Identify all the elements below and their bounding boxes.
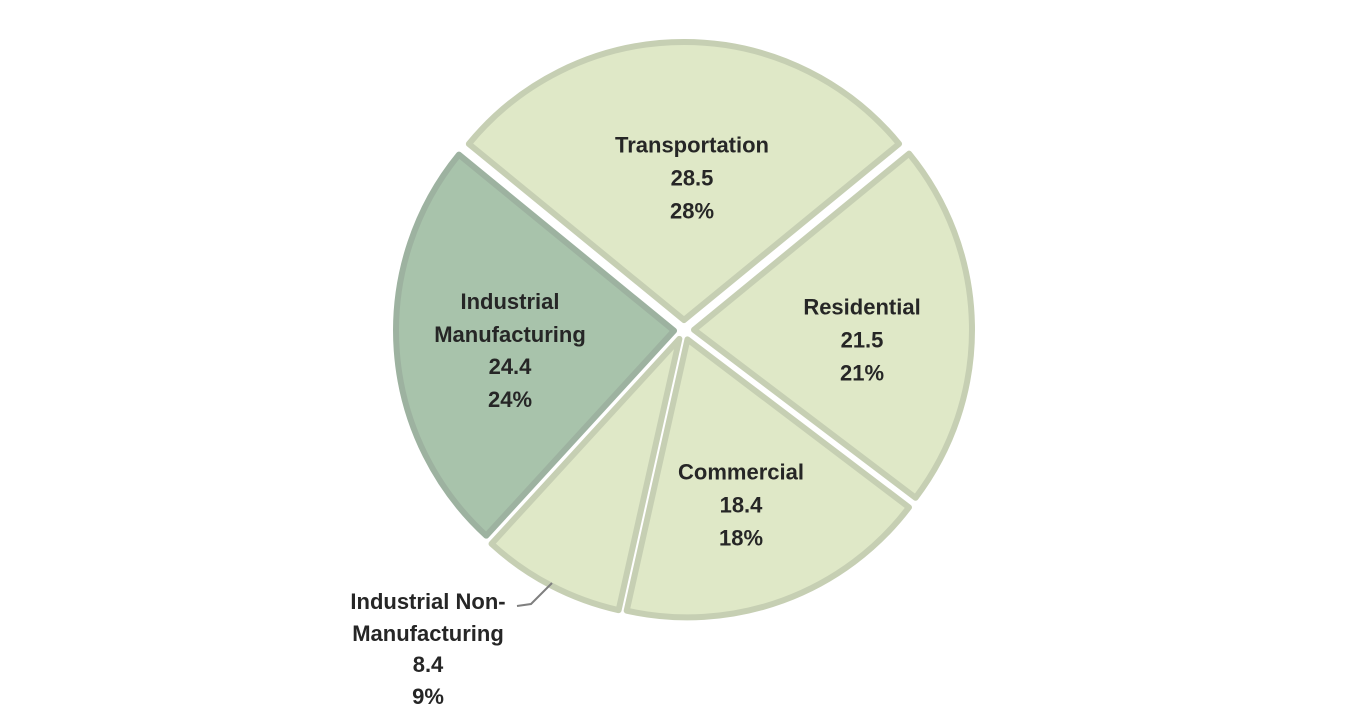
slice-label-residential: Residential 21.5 21% (752, 291, 972, 390)
slice-value: 28.5 (670, 165, 714, 191)
slice-value: 18.4 (719, 492, 763, 518)
slice-label-commercial: Commercial 18.4 18% (631, 456, 851, 555)
leader-line-industrial-non-manufacturing (516, 582, 553, 607)
slice-category: Residential (803, 294, 921, 320)
slice-percent: 21% (839, 360, 885, 386)
pie-slice-industrial-manufacturing (393, 151, 678, 539)
slice-value: 21.5 (840, 327, 884, 353)
slice-label-transportation: Transportation 28.5 28% (562, 129, 822, 228)
pie-slice-commercial (623, 336, 912, 621)
slice-percent: 24% (487, 386, 533, 412)
slice-percent: 18% (718, 525, 764, 551)
pie-slice-residential (691, 150, 975, 501)
slice-value: 24.4 (488, 354, 532, 379)
slice-category: Commercial (678, 459, 804, 485)
slice-label-industrial-manufacturing: Industrial Manufacturing 24.4 24% (405, 286, 615, 416)
slice-label-industrial-non-manufacturing: Industrial Non-Manufacturing 8.4 9% (335, 586, 521, 712)
slice-category: Industrial Non-Manufacturing (350, 589, 506, 646)
slice-value: 8.4 (412, 652, 444, 677)
pie-slice-transportation (465, 38, 903, 323)
slice-category: Industrial Manufacturing (434, 289, 586, 347)
slice-percent: 28% (669, 198, 715, 224)
slice-percent: 9% (412, 683, 444, 709)
slice-category: Transportation (614, 132, 769, 158)
